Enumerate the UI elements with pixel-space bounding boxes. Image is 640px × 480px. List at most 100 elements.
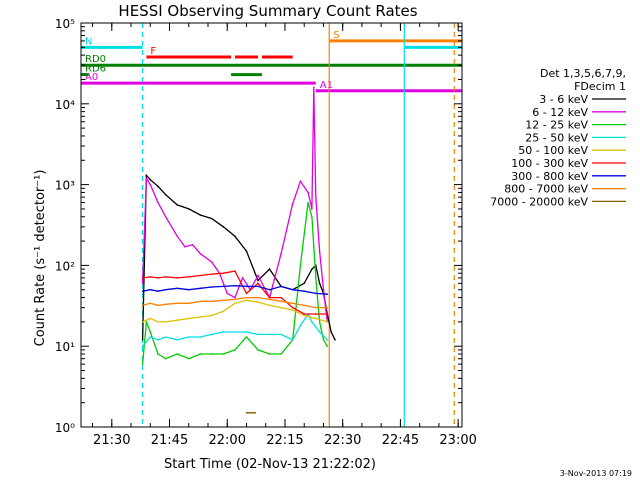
series-point	[314, 313, 317, 315]
series-point	[176, 353, 179, 355]
series-point	[303, 282, 306, 285]
series-point	[234, 235, 236, 237]
series-point	[164, 193, 167, 196]
series-point	[141, 277, 144, 279]
x-tick-label: 22:15	[266, 433, 303, 448]
series-point	[318, 321, 321, 323]
series-point	[291, 306, 294, 309]
series-point	[322, 288, 325, 291]
series-point	[245, 299, 248, 302]
x-tick-label: 22:30	[324, 433, 361, 448]
flag-label: S	[333, 30, 339, 41]
series-point	[187, 336, 190, 338]
series-point	[187, 276, 190, 278]
series-point	[199, 300, 202, 303]
series-point	[241, 277, 244, 279]
series-point	[187, 317, 190, 320]
legend-entry-label: 50 - 100 keV	[518, 144, 588, 157]
series-point	[211, 314, 213, 317]
series-point	[164, 303, 167, 306]
series-point	[245, 331, 248, 333]
series-point	[191, 243, 194, 246]
axes: 10⁰ 10¹ 10² 10³ 10⁴ 10⁵ 21:30 21:45 22:00 22:15 22…	[55, 17, 477, 448]
y-tick-label: 10³	[55, 179, 75, 193]
series-point	[222, 310, 225, 313]
series-point	[211, 353, 213, 355]
series-point	[280, 285, 282, 288]
series-point	[187, 302, 190, 305]
series-point	[157, 201, 159, 204]
series-point	[280, 333, 282, 336]
series-point	[291, 202, 294, 205]
legend-entry-label: 100 - 300 keV	[511, 157, 588, 170]
series-point	[145, 174, 148, 177]
series-point	[249, 411, 252, 414]
series-point	[141, 282, 144, 285]
series-point	[187, 357, 190, 360]
series-point	[303, 313, 306, 315]
x-tick-label: 22:45	[382, 433, 419, 448]
series-point	[164, 336, 167, 338]
x-tick-label: 21:45	[151, 433, 188, 448]
series-point	[299, 264, 302, 267]
series-point	[314, 317, 317, 320]
series-point	[164, 357, 167, 360]
series-point	[291, 288, 294, 291]
series-point	[318, 250, 321, 252]
series-point	[199, 336, 202, 338]
legend-entry-label: 300 - 800 keV	[511, 170, 588, 183]
series-point	[257, 296, 259, 299]
series-line	[141, 87, 328, 322]
series-point	[157, 353, 159, 355]
series-point	[314, 277, 317, 279]
series-point	[280, 252, 282, 255]
series-point	[280, 300, 282, 303]
series-point	[311, 268, 313, 270]
series-point	[211, 261, 213, 263]
y-tick-label: 10⁵	[55, 17, 75, 31]
legend-entry-label: 7000 - 20000 keV	[490, 195, 588, 208]
flag-label: F	[150, 46, 156, 57]
series-point	[222, 353, 225, 355]
series-point	[245, 292, 248, 295]
series-point	[326, 313, 329, 315]
series-line	[141, 173, 336, 341]
series-point	[311, 215, 313, 218]
footer-date: 3-Nov-2013 07:19	[560, 469, 632, 478]
y-tick-label: 10¹	[55, 340, 75, 354]
series-point	[303, 314, 306, 317]
series-point	[149, 336, 152, 338]
series-point	[280, 353, 282, 355]
series-point	[253, 411, 255, 414]
x-axis-label: Start Time (02-Nov-13 21:22:02)	[164, 457, 376, 472]
series-point	[145, 321, 148, 323]
series-point	[199, 287, 202, 290]
series-point	[234, 298, 236, 301]
series-point	[257, 285, 259, 288]
series-point	[211, 217, 213, 220]
series-point	[314, 306, 317, 309]
series-point	[222, 272, 225, 275]
series-point	[157, 304, 159, 307]
series-point	[254, 411, 257, 414]
series-point	[141, 345, 144, 348]
series-point	[318, 282, 321, 285]
series-point	[311, 208, 313, 210]
series-point	[268, 296, 271, 299]
series-point	[257, 349, 259, 351]
series-point	[211, 300, 213, 303]
series-point	[245, 336, 248, 338]
series-point	[141, 363, 144, 365]
series-point	[291, 302, 294, 305]
series-point	[226, 292, 229, 295]
series-point	[246, 411, 249, 414]
series-point	[313, 86, 315, 89]
series-point	[314, 292, 317, 295]
series-point	[149, 331, 152, 333]
series-point	[326, 321, 329, 323]
series-point	[149, 317, 152, 320]
series-point	[234, 302, 236, 305]
series-point	[257, 279, 259, 282]
series-point	[211, 273, 213, 275]
series-point	[268, 288, 271, 291]
